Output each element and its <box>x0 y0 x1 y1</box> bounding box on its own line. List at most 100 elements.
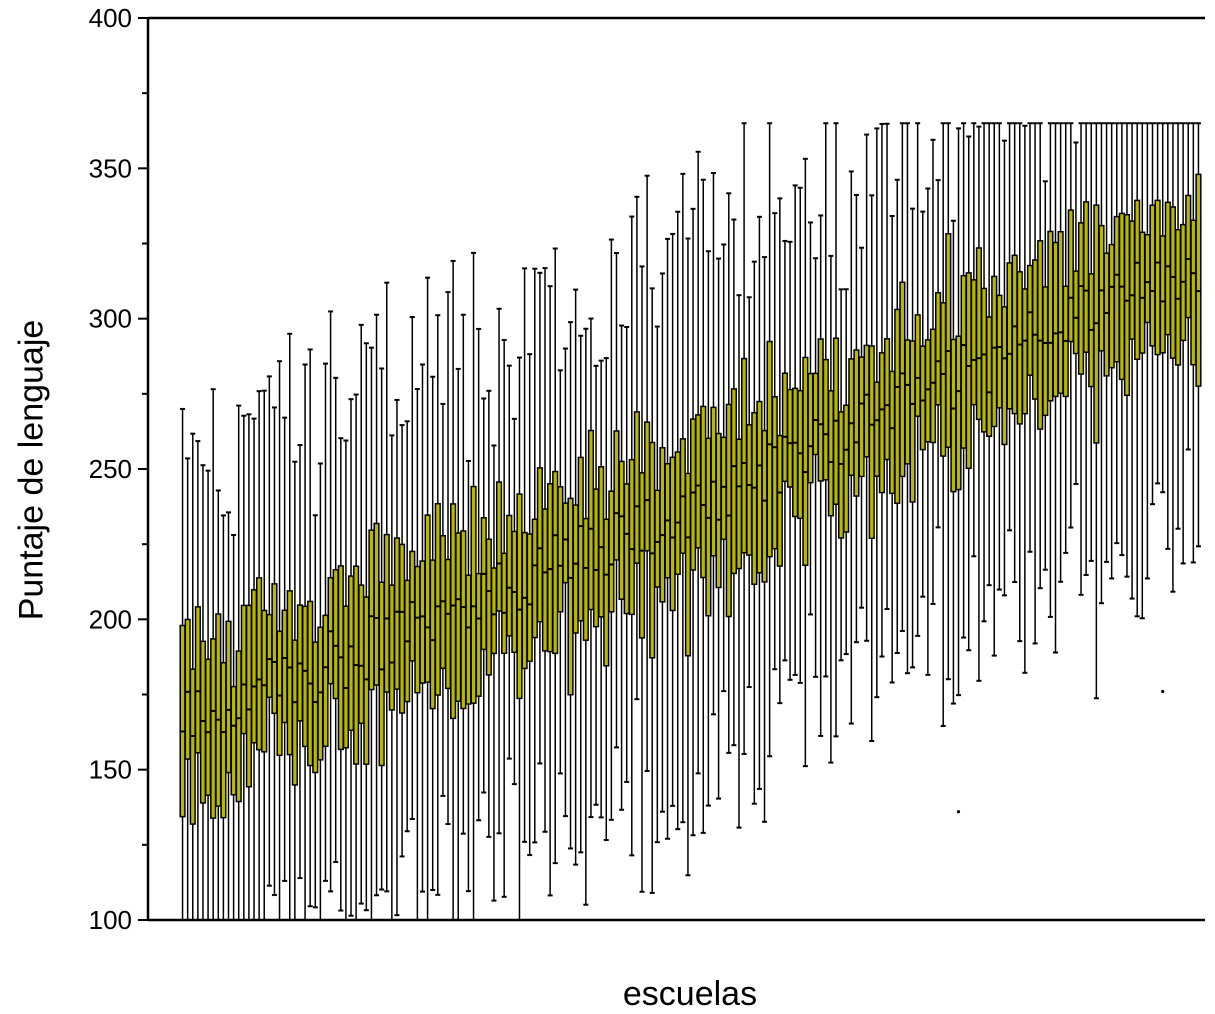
box <box>485 538 492 676</box>
box <box>1016 271 1023 425</box>
y-axis-label: Puntaje de lenguaje <box>12 319 51 621</box>
box <box>1139 231 1146 354</box>
box <box>761 429 768 583</box>
box <box>393 537 401 690</box>
box <box>644 421 651 552</box>
box <box>220 661 227 819</box>
box <box>317 626 324 761</box>
box <box>1154 199 1161 356</box>
box <box>608 490 615 613</box>
box <box>919 345 926 451</box>
box <box>695 414 702 549</box>
box <box>730 388 737 575</box>
box <box>388 584 395 711</box>
box <box>531 518 538 639</box>
box <box>746 424 753 556</box>
box <box>1108 243 1115 369</box>
box <box>526 533 533 662</box>
box <box>633 411 640 564</box>
box <box>322 614 329 748</box>
box <box>950 338 957 493</box>
box <box>689 418 697 571</box>
box <box>715 432 722 589</box>
box <box>776 434 783 567</box>
box <box>894 308 901 505</box>
box <box>848 358 855 477</box>
box <box>924 339 931 443</box>
box <box>567 497 574 696</box>
box <box>1098 224 1105 352</box>
box <box>291 639 298 786</box>
box <box>592 488 600 628</box>
box <box>1021 288 1028 415</box>
y-tick-label: 150 <box>89 755 132 785</box>
box <box>1011 254 1018 415</box>
box <box>521 531 528 670</box>
box <box>684 472 692 657</box>
box <box>781 372 789 483</box>
box <box>837 411 845 539</box>
box <box>1057 230 1064 394</box>
y-tick-label: 200 <box>89 604 132 634</box>
box <box>1164 201 1171 336</box>
box <box>1042 286 1049 417</box>
box <box>674 451 681 576</box>
box <box>807 372 814 484</box>
box <box>1144 233 1151 324</box>
box <box>215 613 222 807</box>
box <box>541 508 549 652</box>
box <box>194 606 201 754</box>
box <box>1118 212 1125 381</box>
box <box>598 466 605 618</box>
box <box>741 357 748 554</box>
box <box>909 340 916 503</box>
box <box>271 583 278 715</box>
box <box>204 658 212 796</box>
box <box>934 291 942 406</box>
box <box>618 460 625 600</box>
box <box>720 436 727 541</box>
box <box>1052 241 1059 398</box>
box <box>960 274 967 449</box>
box <box>179 624 186 818</box>
box <box>373 522 380 686</box>
box <box>501 552 508 655</box>
box <box>1190 219 1197 366</box>
box <box>342 605 350 749</box>
box <box>945 233 952 449</box>
box <box>1001 306 1008 446</box>
box <box>312 641 319 774</box>
box <box>429 559 436 710</box>
box <box>444 558 452 690</box>
box <box>1185 194 1192 319</box>
box <box>725 403 732 618</box>
y-tick-label: 350 <box>89 153 132 183</box>
box <box>1169 206 1177 359</box>
box <box>766 340 773 558</box>
box <box>495 481 503 612</box>
box <box>889 370 896 495</box>
box <box>450 503 457 720</box>
box <box>1149 204 1156 347</box>
box <box>771 396 778 550</box>
box <box>700 405 707 579</box>
box <box>991 275 998 428</box>
box <box>536 467 544 623</box>
box <box>827 390 834 517</box>
box <box>1031 259 1039 400</box>
box <box>266 613 273 699</box>
box <box>577 456 584 622</box>
y-tick-label: 400 <box>89 3 132 33</box>
box <box>858 356 865 478</box>
box <box>955 335 962 491</box>
box <box>572 504 579 634</box>
box <box>358 584 365 725</box>
box <box>1134 199 1141 361</box>
box <box>1026 264 1034 376</box>
box <box>603 518 610 667</box>
box <box>883 338 891 461</box>
box <box>347 575 355 732</box>
box <box>465 574 472 705</box>
box <box>940 302 947 457</box>
